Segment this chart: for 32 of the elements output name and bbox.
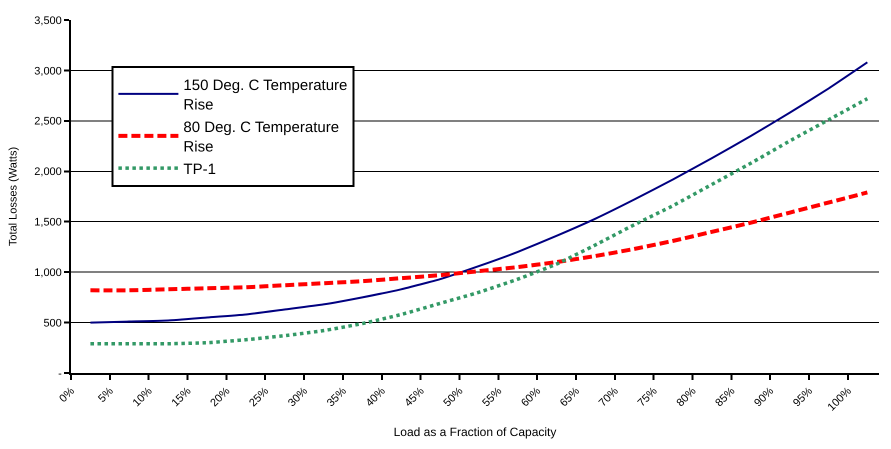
x-tick-label: 60% (519, 385, 544, 410)
x-tick-label: 80% (674, 385, 699, 410)
line-series (88, 190, 870, 292)
x-tick-label: 30% (286, 385, 310, 410)
x-tick-label: 95% (791, 385, 816, 410)
line-series (89, 61, 868, 324)
x-tick-label: 75% (636, 385, 660, 410)
x-tick-label: 65% (558, 385, 582, 410)
y-tick-label: 500 (43, 317, 62, 330)
x-tick-label: 45% (402, 385, 427, 410)
legend-label: 150 Deg. C Temperature Rise (183, 76, 348, 114)
x-tick-label: 85% (713, 385, 738, 410)
legend-label: 80 Deg. C Temperature Rise (183, 118, 340, 156)
y-tick-label: 1,000 (34, 266, 62, 279)
x-tick-label: 40% (364, 385, 388, 410)
y-tick-label: 3,500 (34, 14, 62, 27)
x-tick-label: 90% (752, 385, 776, 410)
x-tick-label: 50% (441, 385, 466, 410)
y-tick-label: 3,000 (34, 65, 62, 78)
x-tick-label: 0% (57, 385, 78, 405)
legend-label: TP-1 (183, 160, 216, 178)
y-tick-label: 1,500 (34, 216, 62, 229)
line-series (88, 96, 870, 346)
y-axis-title: Total Losses (Watts) (7, 146, 20, 246)
x-tick-label: 35% (324, 385, 350, 410)
x-tick-label: 5% (96, 385, 116, 405)
x-tick-label: 55% (480, 385, 504, 410)
x-axis-title: Load as a Fraction of Capacity (394, 425, 556, 440)
y-tick-label: - (58, 368, 62, 380)
y-tick-label: 2,000 (34, 166, 62, 178)
x-tick-label: 70% (596, 385, 622, 410)
y-tick-label: 2,500 (34, 116, 62, 128)
